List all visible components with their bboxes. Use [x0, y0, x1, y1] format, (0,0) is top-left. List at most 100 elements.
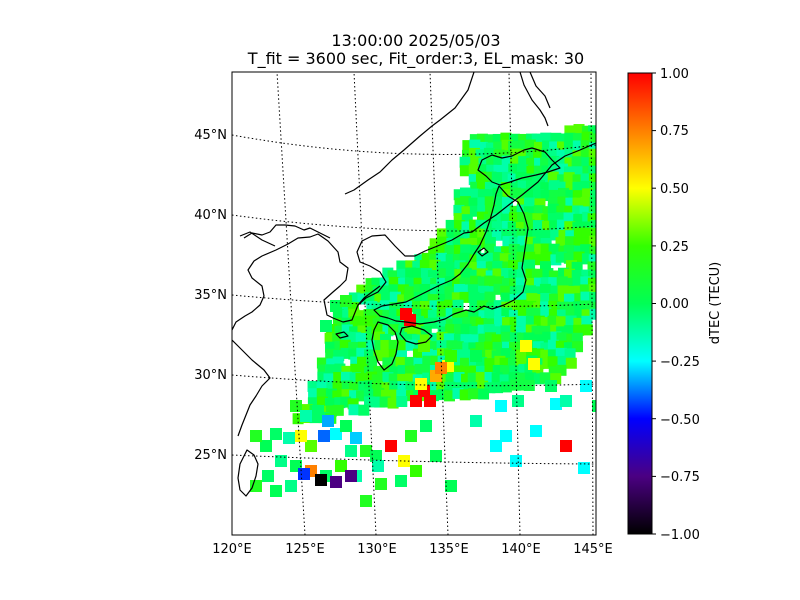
dtec-cell [549, 189, 561, 201]
dtec-cell [445, 267, 457, 279]
dtec-cell [492, 133, 504, 145]
dtec-cell-scattered [435, 362, 447, 374]
dtec-cell [405, 365, 417, 377]
dtec-cell [501, 331, 513, 343]
colorbar-ticks [652, 72, 656, 535]
dtec-cell [523, 379, 535, 391]
dtec-cell-scattered [445, 350, 457, 362]
dtec-cell [348, 404, 360, 416]
dtec-cell [478, 293, 490, 305]
dtec-cell [398, 339, 410, 351]
cb-tick-8: −0.75 [660, 470, 700, 485]
dtec-cell [373, 365, 385, 377]
dtec-cell [540, 292, 552, 304]
dtec-cell [411, 334, 423, 346]
dtec-cell [547, 349, 559, 361]
dtec-cell-scattered [315, 474, 327, 486]
dtec-cell [526, 347, 538, 359]
coast-sado [477, 247, 489, 257]
dtec-cell [317, 371, 329, 383]
dtec-cell [524, 259, 536, 271]
dtec-cell [404, 373, 416, 385]
dtec-cell [542, 140, 554, 152]
dtec-cell [571, 166, 583, 178]
dtec-cell [467, 237, 479, 249]
dtec-cell [491, 372, 503, 384]
dtec-cell [548, 300, 560, 312]
dtec-cell [470, 316, 482, 328]
coast-hokkaido [477, 147, 561, 186]
dtec-cell [444, 299, 456, 311]
dtec-cell [475, 149, 487, 161]
dtec-cell [517, 245, 529, 257]
dtec-cell [365, 285, 377, 297]
dtec-cell [356, 347, 368, 359]
lon-tick-135: 135°E [429, 542, 469, 557]
dtec-cell [493, 283, 505, 295]
dtec-cell [412, 260, 424, 272]
dtec-cell [445, 307, 457, 319]
dtec-cell-scattered [372, 460, 384, 472]
dtec-cell [525, 173, 537, 185]
dtec-cell [476, 133, 488, 145]
dtec-cell [573, 245, 585, 257]
dtec-cell [421, 277, 433, 289]
dtec-cell [453, 323, 465, 335]
dtec-cell [485, 219, 497, 231]
dtec-cell [405, 339, 417, 351]
dtec-cell [500, 213, 512, 225]
dtec-cell-scattered [320, 320, 332, 332]
dtec-cell [524, 236, 536, 248]
dtec-cell [540, 301, 552, 313]
dtec-cell [437, 348, 449, 360]
dtec-cell [460, 284, 472, 296]
dtec-cell [486, 156, 498, 168]
dtec-cell [509, 286, 521, 298]
dtec-cell [347, 398, 359, 410]
dtec-cell [358, 381, 370, 393]
dtec-cell [491, 334, 503, 346]
dtec-cell [398, 277, 410, 289]
dtec-cell-scattered [550, 398, 562, 410]
dtec-cell [452, 317, 464, 329]
dtec-cell [572, 205, 584, 217]
dtec-cell [501, 301, 513, 313]
dtec-cell [476, 268, 488, 280]
coast-korea-east [357, 285, 381, 306]
dtec-cell [461, 221, 473, 233]
dtec-cell [525, 148, 537, 160]
dtec-cell [563, 342, 575, 354]
dtec-cell [565, 197, 577, 209]
dtec-cell [515, 358, 527, 370]
dtec-cell [348, 381, 360, 393]
dtec-cell-scattered [350, 432, 362, 444]
dtec-cell [436, 236, 448, 248]
dtec-cell-scattered [340, 420, 352, 432]
dtec-cell [484, 237, 496, 249]
dtec-cell [484, 371, 496, 383]
dtec-cell [307, 380, 319, 392]
dtec-cell [365, 333, 377, 345]
dtec-cell [469, 325, 481, 337]
cb-tick-2: 0.75 [660, 124, 689, 139]
dtec-cell [548, 277, 560, 289]
dtec-cell [484, 332, 496, 344]
dtec-cell-scattered [298, 468, 310, 480]
dtec-cell [492, 276, 504, 288]
dtec-cell-scattered [580, 380, 592, 392]
dtec-cell [563, 212, 575, 224]
dtec-cell [499, 357, 511, 369]
dtec-cell [483, 147, 495, 159]
dtec-cell [444, 245, 456, 257]
dtec-cell [548, 270, 560, 282]
dtec-cell [574, 307, 586, 319]
dtec-cell [515, 379, 527, 391]
dtec-cell [460, 229, 472, 241]
dtec-cell [524, 139, 536, 151]
dtec-cell [419, 334, 431, 346]
coast-jeju [335, 331, 349, 339]
dtec-cell [389, 366, 401, 378]
dtec-cell [588, 254, 596, 266]
dtec-cell [565, 230, 577, 242]
dtec-cell [565, 189, 577, 201]
